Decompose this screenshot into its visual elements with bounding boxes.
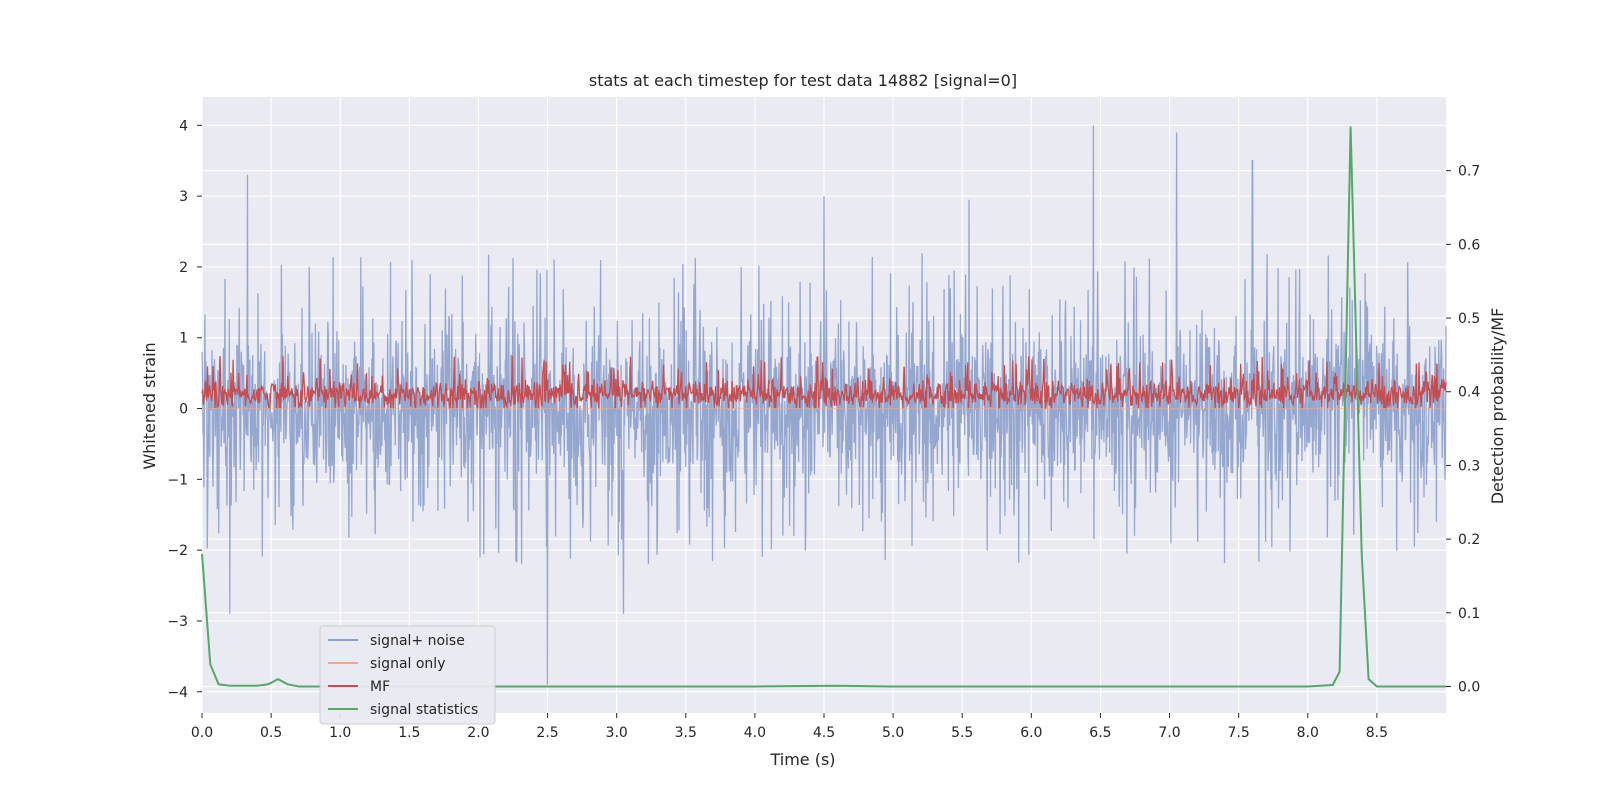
- y-tick-label: 3: [179, 189, 188, 205]
- signal-noise-line: [201, 125, 1447, 685]
- x-axis-ticks: 0.0 0.5 1.0 1.5 2.0 2.5 3.0 3.5 4.0 4.5 5.0 5.5 6.0 6…: [191, 713, 1388, 741]
- y2-tick-label: 0.4: [1458, 385, 1480, 401]
- x-tick-label: 1.0: [329, 725, 351, 741]
- legend-label-mf: MF: [370, 679, 390, 695]
- legend-label-signal-noise: signal+ noise: [370, 633, 465, 649]
- y-tick-label: −4: [167, 685, 188, 701]
- y2-axis-ticks: 0.7 0.6 0.5 0.4 0.3 0.2 0.1 0.0: [1446, 164, 1480, 695]
- x-tick-label: 0.5: [260, 725, 282, 741]
- signal-noise-series: [201, 125, 1447, 685]
- y-tick-label: −2: [167, 543, 188, 559]
- y-tick-label: −1: [167, 472, 188, 488]
- y2-tick-label: 0.2: [1458, 532, 1480, 548]
- legend-label-signal-only: signal only: [370, 656, 445, 672]
- x-tick-label: 3.0: [606, 725, 628, 741]
- x-tick-label: 8.0: [1297, 725, 1319, 741]
- x-tick-label: 5.0: [882, 725, 904, 741]
- signal-statistics-line: [201, 126, 1446, 688]
- y2-tick-label: 0.6: [1458, 237, 1480, 253]
- y2-tick-label: 0.3: [1458, 458, 1480, 474]
- signal-statistics-series: [201, 126, 1446, 688]
- x-axis-label: Time (s): [769, 750, 835, 769]
- y2-tick-label: 0.1: [1458, 606, 1480, 622]
- y2-axis-label: Detection probability/MF: [1488, 308, 1507, 505]
- x-tick-label: 1.5: [398, 725, 420, 741]
- legend-label-signal-statistics: signal statistics: [370, 702, 478, 718]
- legend: signal+ noise signal only MF signal stat…: [319, 625, 496, 725]
- y-tick-label: −3: [167, 614, 188, 630]
- x-tick-label: 0.0: [191, 725, 213, 741]
- x-tick-label: 4.5: [813, 725, 835, 741]
- x-tick-label: 2.0: [467, 725, 489, 741]
- x-tick-label: 6.0: [1020, 725, 1042, 741]
- y2-tick-label: 0.7: [1458, 164, 1480, 180]
- y2-tick-label: 0.0: [1458, 679, 1480, 695]
- y-tick-label: 1: [179, 331, 188, 347]
- x-tick-label: 8.5: [1366, 725, 1388, 741]
- x-tick-label: 7.0: [1158, 725, 1180, 741]
- x-tick-label: 6.5: [1089, 725, 1111, 741]
- chart-title: stats at each timestep for test data 148…: [589, 71, 1017, 90]
- x-tick-label: 2.5: [536, 725, 558, 741]
- x-tick-label: 5.5: [951, 725, 973, 741]
- y-tick-label: 0: [179, 402, 188, 418]
- y2-tick-label: 0.5: [1458, 311, 1480, 327]
- y-tick-label: 2: [179, 260, 188, 276]
- x-tick-label: 4.0: [744, 725, 766, 741]
- legend-box: [319, 625, 496, 725]
- x-tick-label: 7.5: [1228, 725, 1250, 741]
- y-axis-ticks: 4 3 2 1 0 −1 −2 −3 −4: [167, 118, 202, 701]
- x-tick-label: 3.5: [675, 725, 697, 741]
- y-tick-label: 4: [179, 118, 188, 134]
- y-axis-label: Whitened strain: [140, 342, 159, 469]
